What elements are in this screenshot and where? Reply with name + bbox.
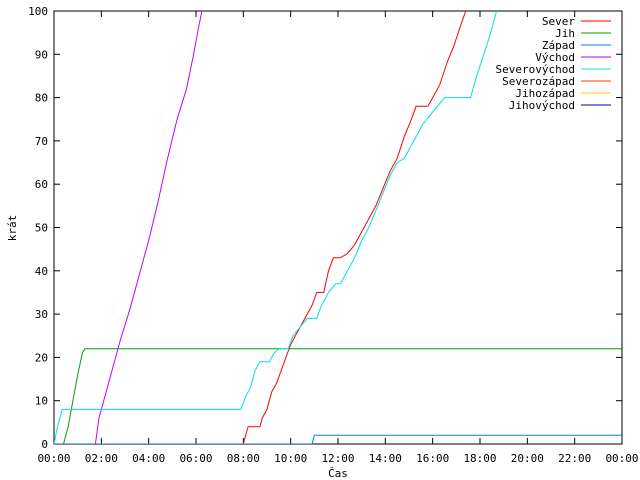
- legend-label: Sever: [542, 15, 575, 28]
- x-tick-label: 12:00: [321, 452, 354, 465]
- series-line-severovýchod: [54, 11, 498, 444]
- y-tick-label: 0: [41, 438, 48, 451]
- x-tick-label: 00:00: [37, 452, 70, 465]
- x-tick-label: 22:00: [558, 452, 591, 465]
- y-tick-label: 10: [35, 395, 48, 408]
- y-tick-label: 50: [35, 222, 48, 235]
- series-line-východ: [94, 11, 203, 444]
- y-tick-label: 100: [28, 5, 48, 18]
- x-tick-label: 00:00: [605, 452, 638, 465]
- legend-label: Severozápad: [502, 75, 575, 88]
- legend-label: Jihozápad: [515, 87, 575, 100]
- x-tick-label: 20:00: [511, 452, 544, 465]
- x-axis: 00:00 02:00 04:00 06:00 08:00 10:00 12:00 14:00…: [37, 11, 639, 465]
- y-tick-label: 30: [35, 308, 48, 321]
- legend: SeverJihZápadVýchodSeverovýchodSeverozáp…: [496, 15, 611, 112]
- x-tick-label: 06:00: [179, 452, 212, 465]
- y-tick-label: 20: [35, 351, 48, 364]
- legend-label: Východ: [535, 51, 575, 64]
- y-axis-title: krát: [6, 215, 19, 242]
- y-tick-label: 80: [35, 92, 48, 105]
- legend-label: Západ: [542, 39, 575, 52]
- x-tick-label: 10:00: [274, 452, 307, 465]
- legend-label: Jihovýchod: [509, 99, 575, 112]
- series-line-jih: [54, 348, 622, 444]
- x-tick-label: 02:00: [85, 452, 118, 465]
- series-line-západ: [54, 434, 622, 444]
- legend-label: Severovýchod: [496, 63, 575, 76]
- x-tick-label: 14:00: [369, 452, 402, 465]
- x-tick-label: 18:00: [463, 452, 496, 465]
- x-tick-label: 04:00: [132, 452, 165, 465]
- y-tick-label: 40: [35, 265, 48, 278]
- x-tick-label: 16:00: [416, 452, 449, 465]
- series-line-sever: [242, 11, 467, 444]
- y-tick-label: 60: [35, 178, 48, 191]
- legend-label: Jih: [555, 27, 575, 40]
- y-axis: 0 10 20 30 40 50 60 70 80 90 100: [28, 5, 622, 451]
- y-tick-label: 90: [35, 48, 48, 61]
- x-tick-label: 08:00: [227, 452, 260, 465]
- y-tick-label: 70: [35, 135, 48, 148]
- x-axis-title: Čas: [328, 467, 348, 480]
- series-lines: [54, 11, 622, 444]
